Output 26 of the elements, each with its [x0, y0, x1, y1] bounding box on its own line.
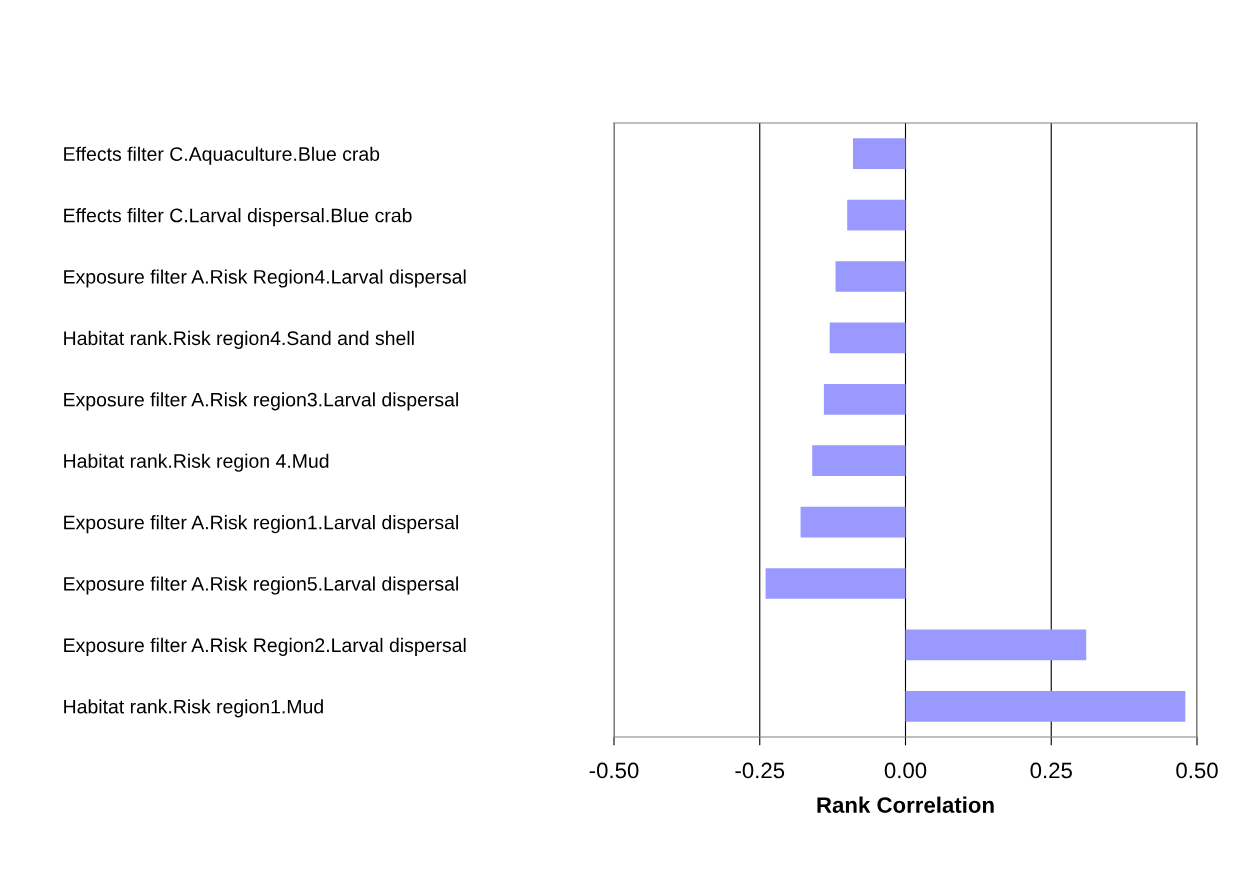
bar	[905, 629, 1087, 661]
y-tick-label: Exposure filter A.Risk region5.Larval dispersal	[64, 576, 458, 595]
bar	[823, 383, 906, 415]
x-tick-label: -0.50	[589, 762, 639, 779]
x-axis-title: Rank Correlation	[817, 796, 994, 813]
bar	[812, 445, 906, 477]
x-tick-label: 0.50	[1176, 762, 1218, 779]
y-tick-label: Exposure filter A.Risk Region2.Larval dispersal	[64, 637, 466, 656]
y-tick-label: Habitat rank.Risk region4.Sand and shell	[64, 330, 414, 349]
y-tick-label: Habitat rank.Risk region 4.Mud	[64, 453, 329, 472]
bar	[853, 138, 906, 170]
bar	[765, 568, 906, 599]
y-tick-label: Habitat rank.Risk region1.Mud	[64, 699, 323, 718]
y-tick-label: Effects filter C.Aquaculture.Blue crab	[64, 146, 380, 165]
x-tick-label: 0.25	[1030, 762, 1072, 779]
bar	[835, 261, 906, 292]
y-tick-label: Exposure filter A.Risk region3.Larval dispersal	[64, 392, 458, 411]
x-tick-label: 0.00	[884, 762, 927, 779]
bar	[800, 506, 906, 538]
bar	[847, 199, 906, 231]
y-tick-label: Exposure filter A.Risk Region4.Larval dispersal	[64, 269, 466, 288]
y-tick-label: Effects filter C.Larval dispersal.Blue crab	[64, 208, 412, 227]
bar	[905, 690, 1186, 722]
bar	[829, 322, 906, 354]
y-tick-label: Exposure filter A.Risk region1.Larval dispersal	[64, 515, 458, 534]
x-tick-label: -0.25	[735, 762, 785, 779]
